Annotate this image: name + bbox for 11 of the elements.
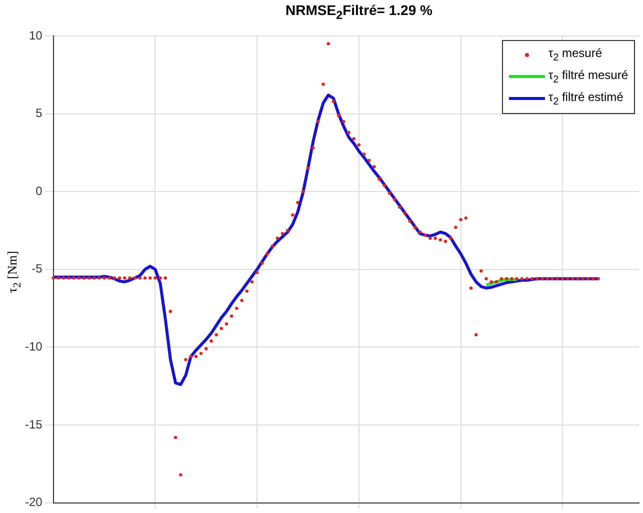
legend-label: τ$_{2}$ mesuré [548, 46, 602, 64]
y-tick-label: 5 [36, 106, 43, 120]
legend-label: τ$_{2}$ filtré estimé [548, 90, 624, 108]
chart-title: NRMSE$_{2}$Filtré= 1.29 % [284, 2, 434, 22]
y-tick-label: 10 [28, 28, 43, 42]
y-tick-label: -15 [25, 417, 43, 432]
y-tick-label: -10 [25, 340, 43, 354]
y-tick-label: -20 [25, 495, 43, 510]
legend-label: τ$_{2}$ filtré mesuré [548, 68, 628, 86]
y-tick-label: 0 [36, 184, 43, 198]
y-tick-label: -5 [32, 262, 43, 276]
